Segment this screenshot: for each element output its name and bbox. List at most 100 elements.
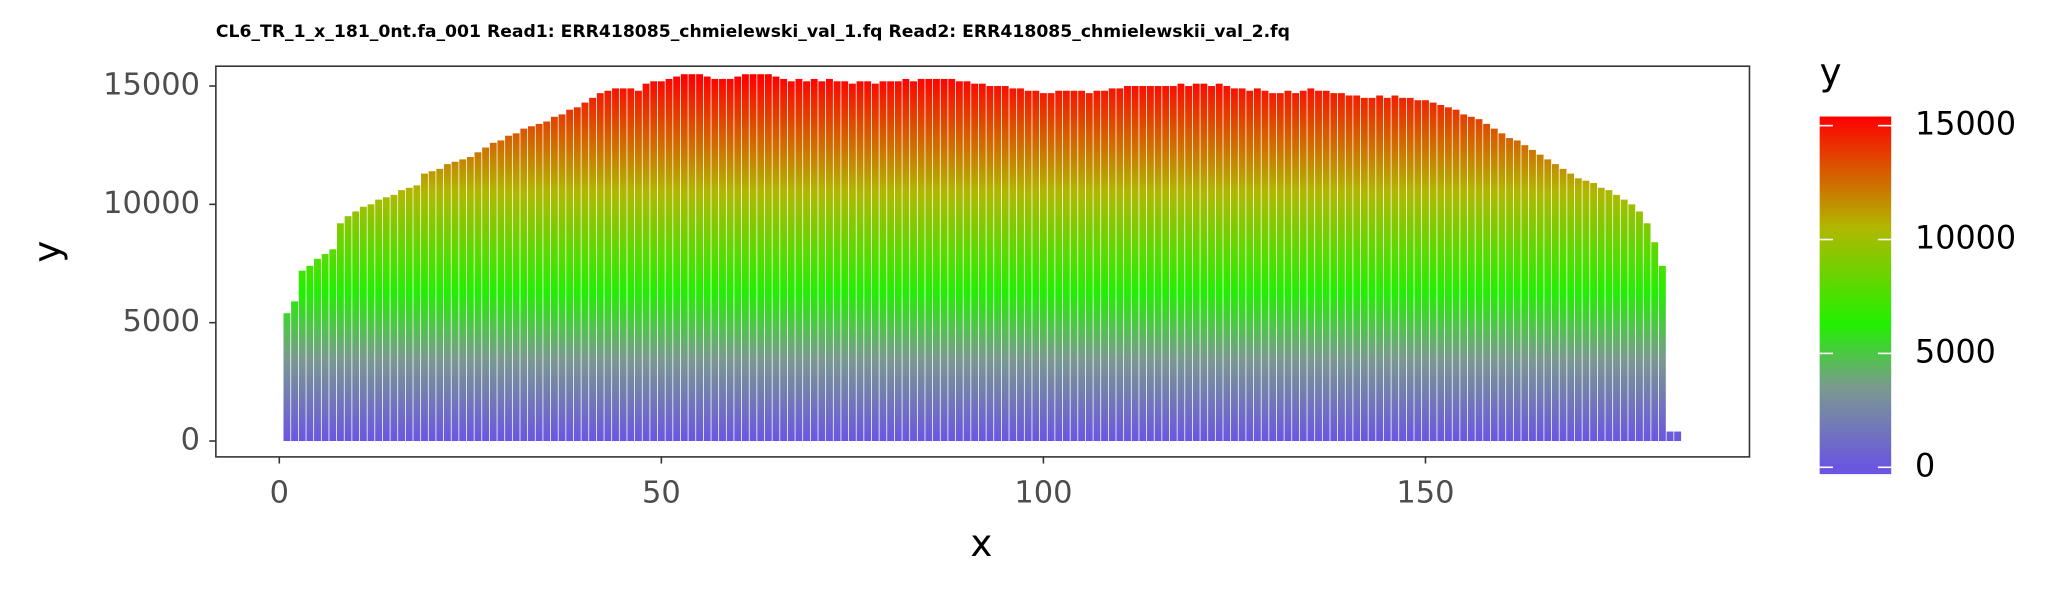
bar (612, 88, 619, 441)
bar (443, 164, 451, 441)
bar (1444, 107, 1452, 441)
bar (1292, 93, 1300, 441)
bar (1238, 88, 1246, 441)
bar (1429, 102, 1437, 441)
bar (1628, 204, 1636, 441)
bar (757, 74, 765, 441)
bar (1452, 109, 1460, 441)
bar (986, 86, 994, 441)
bar (1506, 138, 1513, 441)
bar (1085, 93, 1093, 441)
bar (1108, 88, 1116, 441)
bar (803, 81, 810, 441)
bar (428, 171, 436, 441)
bar (1116, 88, 1124, 441)
colorbar-label: 15000 (1915, 107, 2016, 143)
bar (497, 140, 505, 441)
bar (1185, 86, 1193, 441)
bar (367, 204, 375, 441)
bar (1009, 88, 1017, 441)
bar (1467, 116, 1475, 441)
bar (978, 83, 986, 441)
bar (1101, 90, 1108, 441)
bar (1177, 83, 1185, 441)
bar (1231, 88, 1238, 441)
bar (1200, 83, 1208, 441)
bar (1582, 180, 1590, 441)
x-axis-title: x (970, 522, 992, 565)
bar (818, 81, 826, 441)
bar (741, 74, 749, 441)
bar (1345, 95, 1353, 441)
bar (1169, 86, 1177, 441)
bar (1498, 133, 1506, 441)
bar (1490, 128, 1498, 441)
bar (336, 223, 344, 441)
bar (864, 81, 872, 441)
bar (382, 197, 390, 441)
bar (619, 88, 627, 441)
bar (1383, 97, 1391, 441)
bar (917, 78, 925, 441)
bar (1422, 100, 1429, 441)
bar (566, 109, 574, 441)
bar (1643, 223, 1651, 441)
x-tick-label: 100 (1014, 475, 1072, 510)
bar (1062, 90, 1070, 441)
bar (596, 93, 604, 441)
bar (581, 102, 589, 441)
colorbar-label: 0 (1915, 448, 1935, 484)
bar (780, 78, 788, 441)
bar (955, 81, 963, 441)
bar (1253, 88, 1261, 441)
bar (856, 81, 864, 441)
bar (1017, 88, 1024, 441)
bar (994, 86, 1002, 441)
bar (887, 81, 895, 441)
bar (787, 81, 795, 441)
bar (543, 121, 551, 441)
bar (604, 90, 612, 441)
bar (1620, 199, 1628, 441)
bar (321, 254, 329, 441)
bar (466, 157, 474, 441)
bar (1483, 123, 1491, 441)
bar (902, 78, 910, 441)
bar (390, 194, 398, 441)
bar (719, 78, 726, 441)
bar (841, 81, 849, 441)
bar (696, 74, 704, 441)
y-tick-label: 15000 (103, 68, 200, 103)
legend-title: y (1820, 51, 1842, 94)
bar (1360, 97, 1368, 441)
bar (375, 199, 383, 441)
bar (298, 270, 306, 441)
bar (810, 78, 818, 441)
x-tick-label: 50 (642, 475, 681, 510)
bar (680, 74, 688, 441)
bar (1269, 93, 1277, 441)
bar (1605, 190, 1613, 441)
bar (1376, 95, 1384, 441)
bar (634, 90, 642, 441)
bar (405, 187, 413, 441)
bar (657, 81, 665, 441)
bar (421, 173, 428, 441)
bar (1674, 431, 1682, 441)
bar (352, 211, 360, 441)
bar (1513, 140, 1521, 441)
bar (1636, 211, 1643, 441)
bar (1414, 100, 1422, 441)
bar (329, 249, 337, 441)
bar (1078, 90, 1086, 441)
bar (894, 81, 902, 441)
bar (1162, 86, 1170, 441)
bar (558, 114, 566, 441)
bar (413, 185, 421, 441)
y-axis-title: y (26, 241, 69, 263)
bar (359, 206, 367, 441)
bar (489, 142, 497, 441)
bar (1131, 86, 1139, 441)
bar (1276, 93, 1284, 441)
bar (1551, 164, 1559, 441)
